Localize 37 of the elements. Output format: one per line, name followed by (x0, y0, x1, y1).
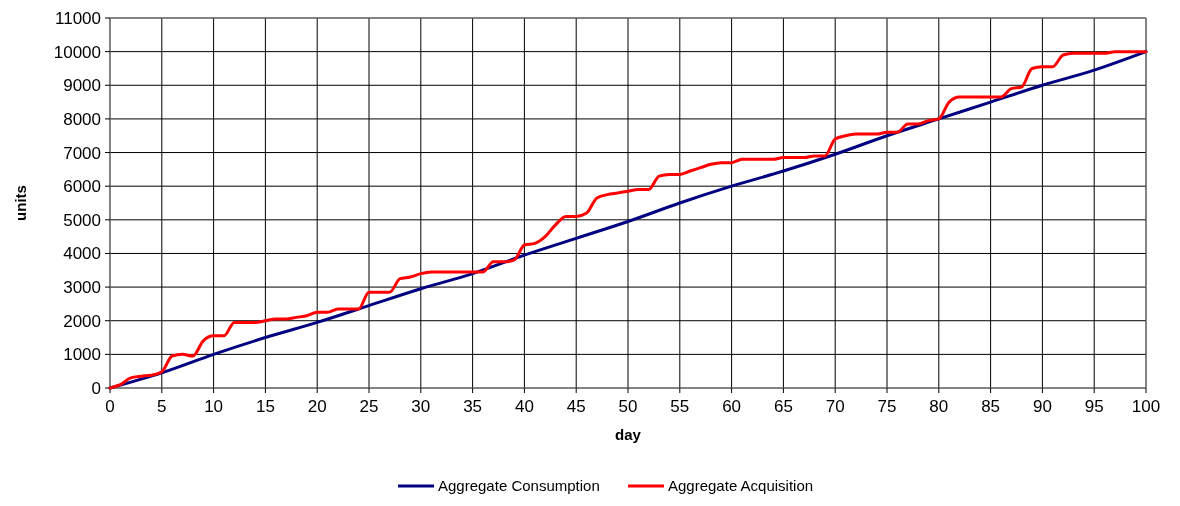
x-tick-label: 65 (773, 397, 793, 416)
y-tick-label: 2000 (63, 311, 101, 331)
y-tick-label: 5000 (63, 210, 101, 230)
x-tick-label: 30 (411, 397, 431, 416)
x-tick-label: 40 (514, 397, 534, 416)
legend-label: Aggregate Acquisition (668, 477, 814, 494)
x-tick-label: 35 (463, 397, 483, 416)
y-tick-label: 3000 (63, 278, 101, 298)
y-tick-label: 9000 (63, 76, 101, 96)
y-tick-label: 7000 (63, 143, 101, 163)
x-tick-label: 80 (929, 397, 949, 416)
x-axis-title: day (615, 426, 642, 443)
x-tick-label: 50 (618, 397, 638, 416)
x-tick-label: 10 (204, 397, 224, 416)
y-axis-title: units (12, 185, 29, 221)
x-tick-label: 25 (359, 397, 379, 416)
x-tick-label: 15 (255, 397, 275, 416)
y-tick-label: 1000 (63, 345, 101, 365)
legend-label: Aggregate Consumption (438, 477, 600, 494)
x-tick-label: 60 (722, 397, 742, 416)
y-tick-label: 6000 (63, 177, 101, 197)
x-tick-label: 45 (566, 397, 586, 416)
y-tick-label: 11000 (54, 9, 101, 28)
x-tick-label: 20 (307, 397, 327, 416)
x-tick-label: 75 (877, 397, 897, 416)
x-tick-label: 0 (105, 397, 115, 416)
x-tick-label: 95 (1084, 397, 1104, 416)
x-tick-label: 85 (981, 397, 1001, 416)
y-tick-label: 8000 (63, 109, 101, 129)
x-tick-label: 90 (1032, 397, 1052, 416)
x-tick-label: 5 (157, 397, 167, 416)
y-tick-label: 4000 (63, 244, 101, 264)
x-tick-label: 55 (670, 397, 690, 416)
y-tick-label: 10000 (53, 42, 101, 62)
x-tick-label: 100 (1131, 397, 1161, 416)
y-tick-label: 0 (91, 379, 101, 398)
x-tick-label: 70 (825, 397, 845, 416)
